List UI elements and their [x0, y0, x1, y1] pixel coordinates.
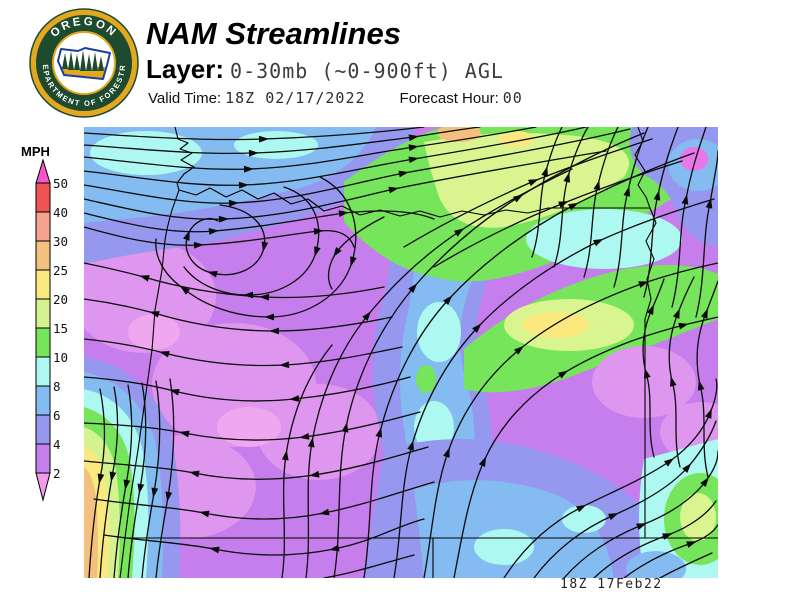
coastline — [119, 127, 195, 578]
streamline-map — [84, 127, 718, 578]
valid-time-value: 18Z 02/17/2022 — [225, 89, 366, 107]
legend-tick-label: 10 — [53, 350, 69, 365]
forecast-hour-value: 00 — [502, 89, 523, 107]
legend-seg-30-40 — [35, 211, 51, 242]
legend-tick-label: 30 — [53, 234, 69, 249]
valid-time-label: Valid Time: — [148, 90, 222, 107]
legend-tick-label: 6 — [53, 408, 61, 423]
valid-time-row: Valid Time: 18Z 02/17/2022 Forecast Hour: 0… — [148, 89, 523, 107]
legend-tick-label: 15 — [53, 321, 69, 336]
legend-tick-label: 25 — [53, 263, 69, 278]
legend-title: MPH — [21, 144, 50, 159]
layer-value: 0-30mb (~0-900ft) AGL — [230, 59, 504, 83]
legend-tick-label: 2 — [53, 466, 61, 481]
legend-seg-8-10 — [35, 356, 51, 387]
legend-tick-label: 4 — [53, 437, 61, 452]
legend-seg-15-20 — [35, 298, 51, 329]
layer-row: Layer: 0-30mb (~0-900ft) AGL — [146, 54, 504, 85]
legend-seg-4-6 — [35, 414, 51, 445]
legend-seg-25-30 — [35, 240, 51, 271]
streamlines — [84, 127, 718, 578]
page-title: NAM Streamlines — [146, 16, 401, 51]
logo-state-scene — [57, 47, 111, 80]
map-timestamp: 18Z 17Feb22 — [560, 577, 663, 592]
legend-seg-20-25 — [35, 269, 51, 300]
legend-tick-label: 40 — [53, 205, 69, 220]
legend-tick-label: 20 — [53, 292, 69, 307]
layer-label: Layer: — [146, 54, 225, 84]
legend-tick-label: 50 — [53, 176, 69, 191]
forecast-hour-label: Forecast Hour: — [399, 90, 499, 107]
legend-seg-6-8 — [35, 385, 51, 416]
legend-seg-40-50 — [35, 182, 51, 213]
legend-seg-2-4 — [35, 443, 51, 474]
odf-logo: OREGON DEPARTMENT OF FORESTRY — [29, 8, 139, 118]
legend-tick-label: 8 — [53, 379, 61, 394]
legend-arrow-top — [35, 158, 51, 184]
legend-arrow-bottom — [35, 472, 51, 502]
legend-colorbar — [35, 158, 51, 502]
legend-seg-10-15 — [35, 327, 51, 358]
